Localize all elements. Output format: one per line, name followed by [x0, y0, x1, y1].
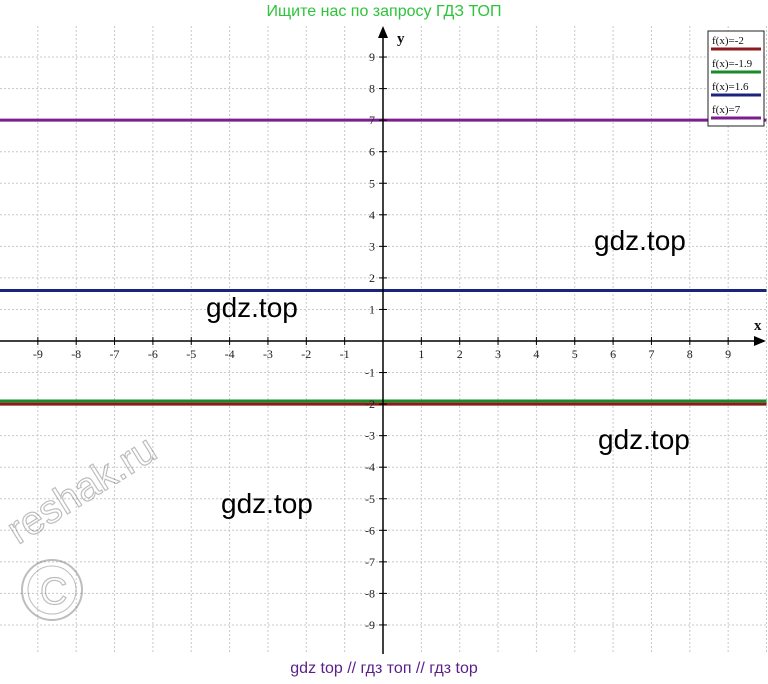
- y-tick-label: 8: [369, 82, 375, 96]
- x-tick-label: 8: [687, 347, 693, 361]
- x-tick-label: -5: [186, 347, 196, 361]
- y-tick-label: -6: [365, 523, 375, 537]
- x-tick-label: 2: [457, 347, 463, 361]
- svg-text:C: C: [40, 571, 67, 613]
- y-tick-label: -7: [365, 555, 375, 569]
- x-tick-label: -2: [301, 347, 311, 361]
- y-tick-label: -3: [365, 429, 375, 443]
- y-tick-label: 4: [369, 208, 375, 222]
- x-axis-arrow: [754, 336, 766, 346]
- y-tick-label: 9: [369, 50, 375, 64]
- x-tick-label: 1: [418, 347, 424, 361]
- legend-label-3: f(x)=1.6: [712, 81, 749, 93]
- x-tick-label: -4: [225, 347, 235, 361]
- x-tick-label: -1: [340, 347, 350, 361]
- watermark-2: gdz.top: [206, 292, 298, 323]
- x-tick-label: 5: [572, 347, 578, 361]
- legend-label-4: f(x)=7: [712, 104, 741, 116]
- x-tick-label: -8: [71, 347, 81, 361]
- y-tick-label: -9: [365, 618, 375, 632]
- y-tick-label: -8: [365, 586, 375, 600]
- y-axis-label: y: [397, 31, 405, 47]
- x-axis-label: x: [754, 318, 762, 334]
- x-tick-label: 7: [648, 347, 654, 361]
- y-tick-label: 3: [369, 239, 375, 253]
- watermark-3: gdz.top: [598, 424, 690, 455]
- y-tick-label: 7: [369, 113, 375, 127]
- y-tick-label: 6: [369, 145, 375, 159]
- y-tick-label: 2: [369, 271, 375, 285]
- y-tick-label: -5: [365, 492, 375, 506]
- x-tick-label: -6: [148, 347, 158, 361]
- y-tick-label: -1: [365, 366, 375, 380]
- legend-box: [707, 30, 765, 127]
- y-tick-label: 1: [369, 302, 375, 316]
- legend: f(x)=-2 f(x)=-1.9 f(x)=1.6 f(x)=7: [707, 30, 765, 127]
- y-tick-label: 5: [369, 176, 375, 190]
- logo-text: reshak.ru: [0, 427, 164, 553]
- axes: xy: [0, 26, 766, 654]
- page-header: Ищите нас по запросу ГДЗ ТОП: [266, 3, 502, 20]
- x-tick-label: 4: [533, 347, 539, 361]
- page-footer: gdz top // гдз топ // гдз top: [290, 660, 478, 677]
- y-tick-label: -2: [365, 397, 375, 411]
- reshak-logo: reshak.ru C: [0, 426, 165, 621]
- legend-label-1: f(x)=-2: [712, 35, 744, 47]
- x-tick-label: 9: [725, 347, 731, 361]
- legend-label-2: f(x)=-1.9: [712, 58, 753, 70]
- x-tick-label: 3: [495, 347, 501, 361]
- y-axis-arrow: [378, 26, 388, 38]
- watermark-1: gdz.top: [594, 225, 686, 256]
- x-tick-label: -3: [263, 347, 273, 361]
- watermark-4: gdz.top: [221, 488, 313, 519]
- tick-labels: -9 -8 -7 -6 -5 -4 -3 -2 -1 1 2 3 4 5 6 7 8 9 -9 -8 -7 -6 -5 -4 -…: [33, 50, 731, 632]
- copyright-icon: [21, 559, 83, 621]
- x-tick-label: -9: [33, 347, 43, 361]
- x-tick-label: -7: [110, 347, 120, 361]
- y-tick-label: -4: [365, 460, 375, 474]
- x-tick-label: 6: [610, 347, 616, 361]
